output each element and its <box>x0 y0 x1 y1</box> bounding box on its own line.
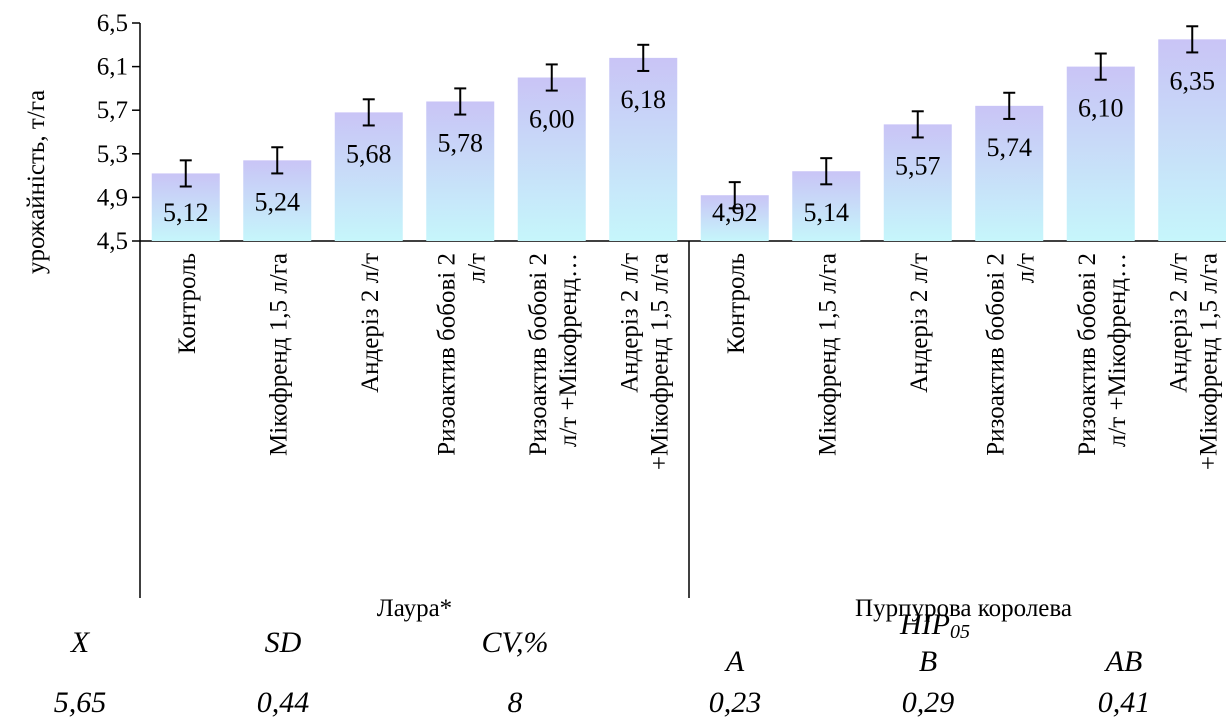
data-label: 5,14 <box>804 198 850 227</box>
y-tick-label: 6,5 <box>97 10 128 37</box>
y-tick-label: 4,5 <box>97 228 128 255</box>
category-label: Андеріз 2 л/т <box>357 253 384 393</box>
y-tick-label: 4,9 <box>97 184 128 211</box>
data-label: 6,10 <box>1078 94 1124 123</box>
category-label: Мікофренд 1,5 л/га <box>265 253 292 456</box>
data-label: 4,92 <box>712 198 758 227</box>
y-axis: 4,5 4,9 5,3 5,7 6,1 6,5 <box>97 10 1226 255</box>
category-label: л/т <box>463 253 490 283</box>
y-tick-label: 5,3 <box>97 141 128 168</box>
data-label: 5,12 <box>163 198 209 227</box>
category-label: л/т +Мікофренд… <box>1104 253 1131 447</box>
group-label: Пурпурова королева <box>855 595 1072 622</box>
category-label: Андеріз 2 л/т <box>616 253 643 393</box>
y-axis-label: урожайність, т/га <box>23 90 50 274</box>
category-label: л/т <box>1012 253 1039 283</box>
category-label: л/т +Мікофренд… <box>555 253 582 447</box>
data-label: 5,57 <box>895 151 941 180</box>
category-label: Контроль <box>174 253 201 354</box>
bar <box>609 57 678 241</box>
bar <box>883 124 952 241</box>
data-label: 6,18 <box>621 85 667 114</box>
bar <box>1158 39 1226 241</box>
category-label: Ризоактив бобові 2 <box>525 253 552 456</box>
bar <box>334 112 403 241</box>
category-label: Контроль <box>723 253 750 354</box>
category-label: Андеріз 2 л/т <box>1165 253 1192 393</box>
category-labels: Контроль Мікофренд 1,5 л/га Андеріз 2 л/т Р… <box>139 241 1222 622</box>
category-label: Ризоактив бобові 2 <box>433 253 460 456</box>
category-label: Андеріз 2 л/т <box>906 253 933 393</box>
data-label: 5,24 <box>255 187 301 216</box>
bar <box>426 101 495 241</box>
category-label: Ризоактив бобові 2 <box>982 253 1009 456</box>
bar <box>517 77 586 241</box>
data-label: 6,00 <box>529 105 575 134</box>
data-label: 6,35 <box>1170 66 1216 95</box>
group-label: Лаура* <box>377 595 452 622</box>
bar <box>1066 66 1135 241</box>
data-label: 5,74 <box>987 133 1033 162</box>
y-tick-label: 6,1 <box>97 54 128 81</box>
data-label: 5,68 <box>346 139 392 168</box>
y-tick-label: 5,7 <box>97 97 128 124</box>
category-label: Ризоактив бобові 2 <box>1074 253 1101 456</box>
bars: 5,12 5,24 5,68 5,78 6,00 6,18 4,92 5,14 5,57 5,74… <box>151 25 1226 241</box>
bar <box>975 105 1044 241</box>
category-label: +Мікофренд 1,5 л/га <box>1195 253 1222 470</box>
category-label: Мікофренд 1,5 л/га <box>814 253 841 456</box>
data-label: 5,78 <box>438 128 484 157</box>
category-label: +Мікофренд 1,5 л/га <box>646 253 673 470</box>
